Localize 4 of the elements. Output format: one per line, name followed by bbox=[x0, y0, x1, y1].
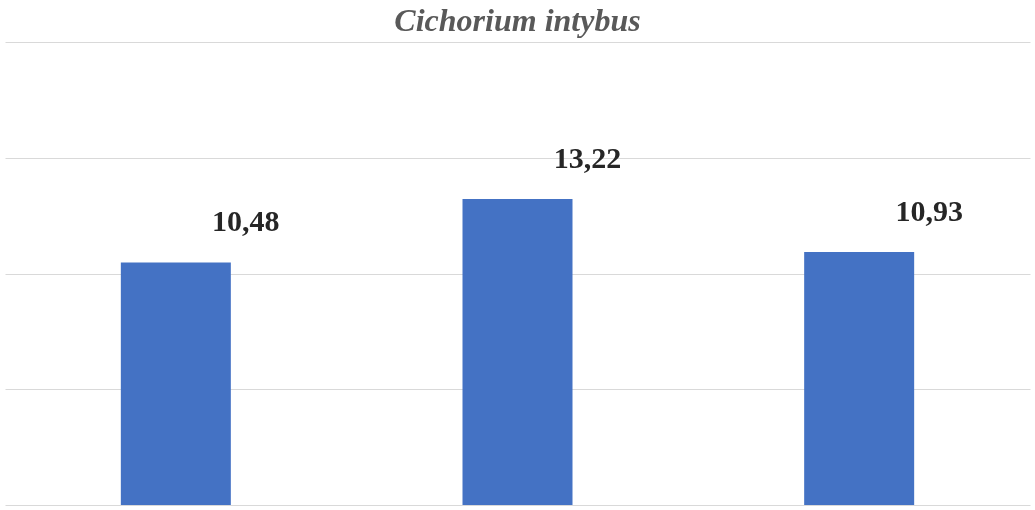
chart-title: Cichorium intybus bbox=[394, 2, 641, 38]
data-label: 10,93 bbox=[895, 193, 963, 227]
data-label: 10,48 bbox=[212, 204, 280, 238]
data-label: 13,22 bbox=[553, 140, 622, 174]
